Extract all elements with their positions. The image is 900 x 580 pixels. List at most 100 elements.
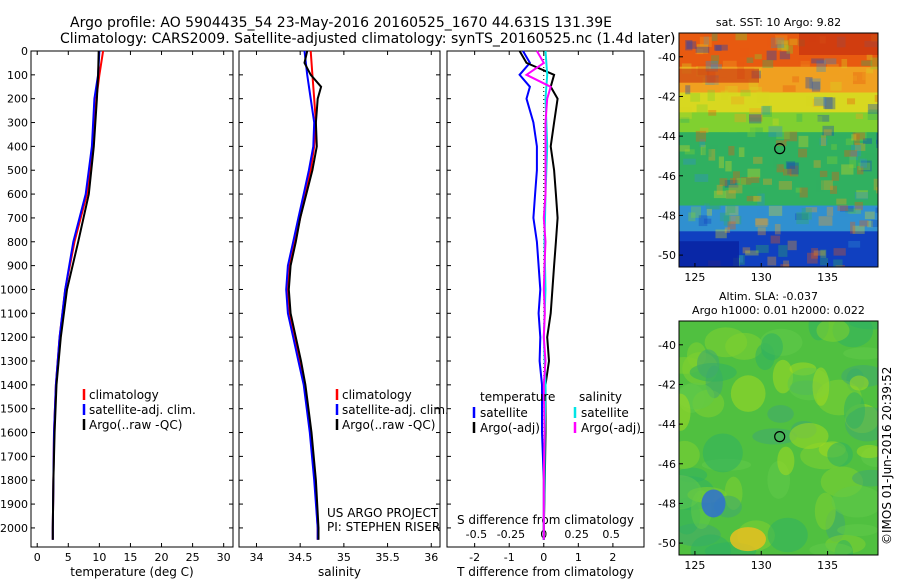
sst-noise [848, 241, 861, 248]
sst-noise [799, 187, 808, 198]
sla-blob [789, 423, 829, 450]
sst-noise [785, 161, 796, 169]
sst-noise [805, 77, 813, 89]
sla-blob [696, 349, 720, 379]
y-tick-label: -46 [658, 458, 676, 471]
legend-label: Argo(..raw -QC) [342, 418, 435, 432]
sst-noise [696, 104, 708, 117]
temperature-profile-plot: 0100200300400500600700800900100011001200… [0, 45, 234, 579]
sst-noise [820, 180, 833, 190]
sst-noise [774, 224, 781, 235]
sst-noise [724, 227, 731, 233]
sst-noise [728, 146, 735, 156]
sst-noise [695, 49, 704, 55]
sst-noise [746, 57, 754, 64]
sst-noise [756, 91, 770, 104]
x-tick-label: 0 [34, 551, 41, 564]
sst-noise [796, 212, 809, 225]
x-tick-label: 130 [751, 559, 772, 572]
sst-noise [852, 132, 866, 140]
sst-noise [822, 125, 835, 136]
sst-noise [819, 137, 828, 146]
sst-noise [859, 220, 869, 227]
sst-noise [683, 158, 696, 165]
sst-noise [738, 147, 745, 158]
legend-group-title: temperature [480, 390, 555, 404]
sst-noise [746, 195, 760, 202]
sla-blob [843, 392, 866, 429]
sst-noise [820, 258, 829, 266]
sst-noise [811, 58, 824, 64]
sst-noise [805, 207, 818, 213]
legend-label: satellite-adj. clim. [342, 403, 449, 417]
sst-noise [855, 113, 863, 119]
sst-noise [820, 135, 827, 147]
sst-noise [762, 105, 772, 117]
sst-noise [812, 98, 827, 107]
sst-noise [747, 168, 761, 178]
sst-noise [795, 187, 802, 193]
sla-blob [814, 492, 836, 530]
sst-noise [684, 149, 695, 155]
sst-noise [705, 60, 718, 72]
sst-noise [777, 39, 789, 50]
sst-noise [839, 206, 854, 212]
sst-noise [814, 96, 827, 106]
sst-noise [723, 215, 731, 226]
sst-noise [735, 33, 748, 41]
y-tick-label: -48 [658, 209, 676, 222]
sla-blob [849, 375, 869, 391]
x-axis-label: temperature (deg C) [70, 565, 193, 579]
sst-noise [749, 187, 762, 199]
sst-noise [854, 201, 863, 211]
sst-noise [826, 63, 839, 75]
difference-profile-plot: -2 -1 0 1 2T difference from climatology S di… [446, 50, 645, 579]
sst-noise [849, 156, 857, 169]
sst-noise [866, 68, 874, 74]
sst-noise [728, 127, 737, 133]
x-tick-label: 25 [186, 551, 200, 564]
sst-noise [715, 229, 727, 239]
sla-blob [856, 444, 878, 459]
y-tick-label: 1100 [0, 307, 28, 320]
x-tick-label: 135 [817, 559, 838, 572]
plot-frame [238, 50, 441, 548]
sst-noise [877, 36, 878, 46]
sst-warm-patch [799, 33, 878, 55]
legend-label: Argo(-adj) [581, 421, 641, 435]
sst-noise [718, 156, 725, 169]
sla-blob [816, 321, 850, 342]
sst-noise [858, 162, 871, 171]
sst-noise [876, 187, 878, 194]
sst-noise [778, 245, 788, 257]
sst-cold-patch [679, 241, 739, 267]
sst-noise [849, 151, 859, 161]
sst-noise [865, 152, 878, 160]
series-line-argo-raw-qc- [51, 50, 100, 540]
sst-noise [812, 116, 823, 127]
sst-noise [796, 113, 803, 122]
sst-noise [838, 211, 850, 218]
x-tick-label: 5 [65, 551, 72, 564]
sst-noise [831, 171, 840, 181]
x-tick-label: -2 [469, 551, 480, 564]
x-tick-label: 125 [684, 271, 705, 284]
sst-noise [729, 215, 740, 224]
sst-noise [699, 127, 709, 133]
sst-noise [816, 60, 826, 72]
sst-noise [725, 161, 732, 172]
sst-noise [845, 138, 854, 146]
sst-noise [757, 193, 765, 206]
sla-blob [809, 543, 853, 555]
legend-label: climatology [342, 388, 412, 402]
sla-low [701, 489, 726, 518]
sst-noise [817, 114, 830, 122]
map-title: sat. SST: 10 Argo: 9.82 [716, 16, 841, 29]
sst-noise [749, 114, 762, 124]
sst-noise [709, 198, 721, 210]
sst-noise [749, 108, 763, 118]
series-line-argo-raw-qc- [287, 50, 323, 540]
sst-noise [748, 78, 759, 91]
sst-zone [679, 112, 878, 134]
sst-noise [711, 33, 718, 42]
